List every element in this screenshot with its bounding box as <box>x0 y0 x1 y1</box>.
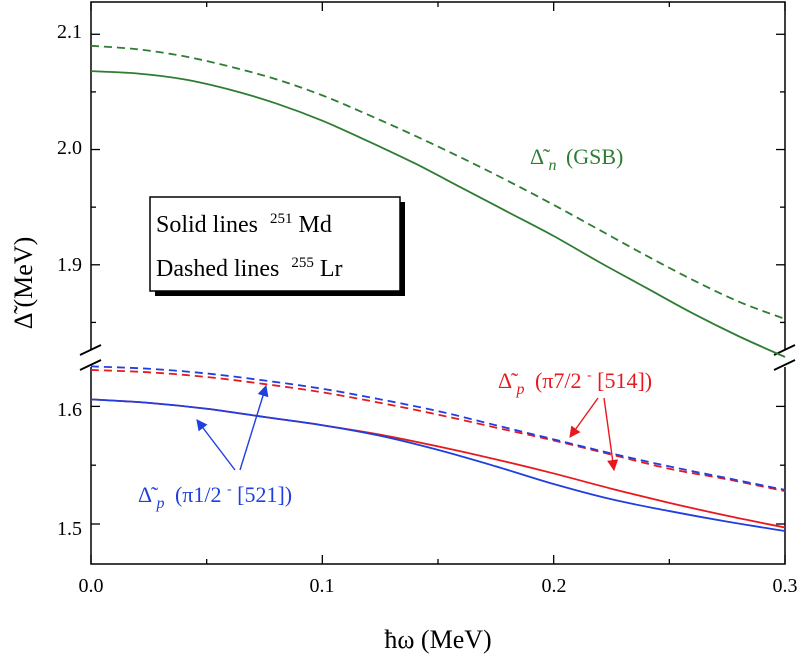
annotation-red: Δ̃ p (π7/2 - [514]) <box>498 359 652 399</box>
series-line <box>90 398 786 532</box>
legend-frame <box>149 196 401 292</box>
arrow-blue-1 <box>196 419 236 471</box>
y-axis-title: Δ̃ (MeV) <box>9 237 38 330</box>
x-tick-label: 0.0 <box>79 575 104 597</box>
legend-box: Solid lines 251 Md Dashed lines 255 Lr <box>149 196 405 296</box>
axis-break-mark-right-2 <box>773 359 796 371</box>
series-line <box>90 369 786 492</box>
x-tick-label: 0.3 <box>773 575 798 597</box>
x-tick-label: 0.2 <box>542 575 567 597</box>
legend-dashed-lines: Dashed lines 255 Lr <box>156 247 342 282</box>
x-tick-label: 0.1 <box>310 575 335 597</box>
series-line <box>90 398 786 529</box>
arrow-red-1 <box>569 397 599 438</box>
axis-break-mark-left-1 <box>79 344 102 356</box>
annotation-blue: Δ̃ p (π1/2 - [521]) <box>138 473 292 513</box>
arrow-red-2 <box>603 397 619 472</box>
y-tick-label: 1.9 <box>57 254 82 276</box>
series-line <box>90 44 786 320</box>
axis-break-mark-left-2 <box>79 359 102 371</box>
axis-ticks <box>90 2 786 564</box>
y-tick-label: 1.6 <box>57 399 82 421</box>
x-axis-title: ħω (MeV) <box>384 625 491 654</box>
series-line <box>90 70 786 358</box>
annotation-gsb: Δ̃ n (GSB) <box>530 144 623 175</box>
series-line <box>90 365 786 491</box>
legend-solid-lines: Solid lines 251 Md <box>156 203 332 238</box>
y-tick-label: 1.5 <box>57 518 82 540</box>
arrow-blue-2 <box>239 384 269 471</box>
y-tick-label: 2.1 <box>57 21 82 43</box>
y-tick-label: 2.0 <box>57 137 82 159</box>
series-lines <box>90 44 786 532</box>
